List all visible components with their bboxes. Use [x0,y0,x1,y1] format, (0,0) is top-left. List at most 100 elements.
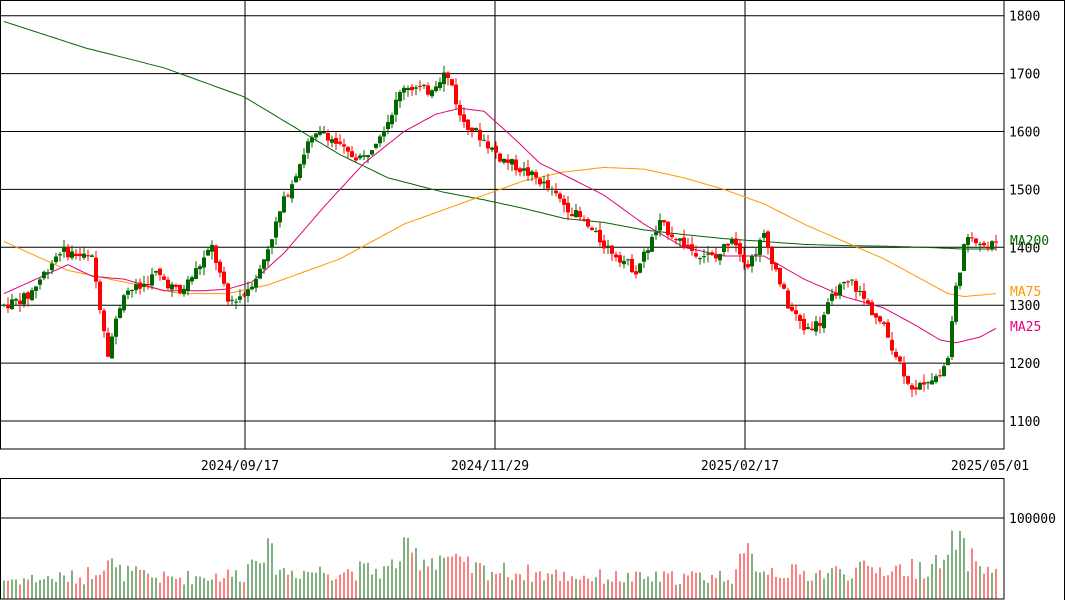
candle-body [510,159,514,165]
candle-body [182,288,186,295]
candle-body [398,92,402,102]
volume-axis: 100000 [1009,512,1056,527]
candle-body [346,147,350,152]
candle-body [546,180,550,189]
candle-body [782,284,786,289]
date-tick-label: 2025/02/17 [701,459,779,474]
candle-body [450,79,454,86]
candle-body [706,253,710,255]
candle-body [370,150,374,155]
candle-body [766,231,770,248]
candle-body [414,87,418,89]
candle-body [338,141,342,144]
candle-body [874,313,878,318]
candle-body [690,244,694,251]
candle-body [74,253,78,256]
candle-body [974,238,978,244]
candle-body [442,72,446,85]
candle-body [354,157,358,161]
candle-body [66,246,70,258]
candle-body [738,243,742,255]
volume-bars [3,530,997,599]
candle-body [210,244,214,252]
legend-ma25: MA25 [1010,320,1041,335]
candle-body [246,289,250,296]
candle-body [542,181,546,184]
candle-body [374,143,378,148]
price-axis: 1100 1200 1300 1400 1500 1600 1700 1800 [1009,10,1040,430]
candle-body [226,283,230,302]
candle-body [454,84,458,105]
candle-body [306,141,310,153]
candle-body [278,211,282,223]
candle-body [798,315,802,322]
candle-body [826,302,830,314]
candle-body [638,263,642,273]
candle-body [954,285,958,322]
ma25-line [3,107,997,344]
candle-body [518,168,522,173]
candle-body [662,220,666,223]
candle-body [578,211,582,218]
candle-body [314,133,318,138]
price-tick-label: 1300 [1009,299,1040,314]
candle-body [482,139,486,141]
candle-body [566,202,570,213]
candle-body [606,245,610,247]
candle-body [834,292,838,296]
candle-body [242,294,246,296]
candle-body [894,351,898,358]
candle-body [90,255,94,257]
candle-body [870,302,874,316]
candle-body [938,375,942,377]
date-tick-label: 2024/11/29 [451,459,529,474]
candle-body [58,254,62,256]
price-tick-label: 1500 [1009,183,1040,198]
candle-body [698,258,702,260]
price-tick-label: 1600 [1009,126,1040,141]
legend-ma75: MA75 [1010,285,1041,300]
candle-body [910,385,914,390]
candle-body [862,290,866,299]
candle-body [786,290,790,309]
candle-body [654,232,658,236]
candle-body [42,271,46,279]
candle-body [162,276,166,280]
candle-body [326,132,330,141]
candle-body [770,247,774,264]
candle-body [522,168,526,171]
candle-body [926,382,930,384]
candle-body [406,88,410,91]
candlesticks [2,65,998,398]
candle-body [274,221,278,238]
candle-body [514,159,518,171]
candle-body [474,128,478,131]
candle-body [434,86,438,92]
candle-body [610,245,614,254]
candle-body [750,256,754,267]
candle-body [402,87,406,93]
candle-body [950,321,954,358]
candle-body [238,296,242,300]
candle-body [814,321,818,332]
candle-body [310,137,314,143]
candle-body [166,279,170,289]
candle-body [2,304,6,306]
candle-body [718,253,722,261]
candle-body [598,229,602,243]
candle-body [594,230,598,232]
price-panel-frame [0,0,1005,450]
candle-body [538,178,542,185]
candle-body [234,301,238,303]
candle-body [902,363,906,377]
price-tick-label: 1100 [1009,415,1040,430]
date-tick-label: 2025/05/01 [951,459,1029,474]
volume-tick-label: 100000 [1009,512,1056,527]
candle-body [586,219,590,227]
candle-body [18,300,22,305]
legend-ma200: MA200 [1010,234,1049,249]
candle-body [70,251,74,258]
candle-body [154,271,158,273]
candle-body [842,282,846,284]
candle-body [990,241,994,249]
